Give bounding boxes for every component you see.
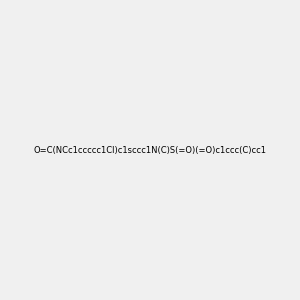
Text: O=C(NCc1ccccc1Cl)c1sccc1N(C)S(=O)(=O)c1ccc(C)cc1: O=C(NCc1ccccc1Cl)c1sccc1N(C)S(=O)(=O)c1c… xyxy=(34,146,266,154)
